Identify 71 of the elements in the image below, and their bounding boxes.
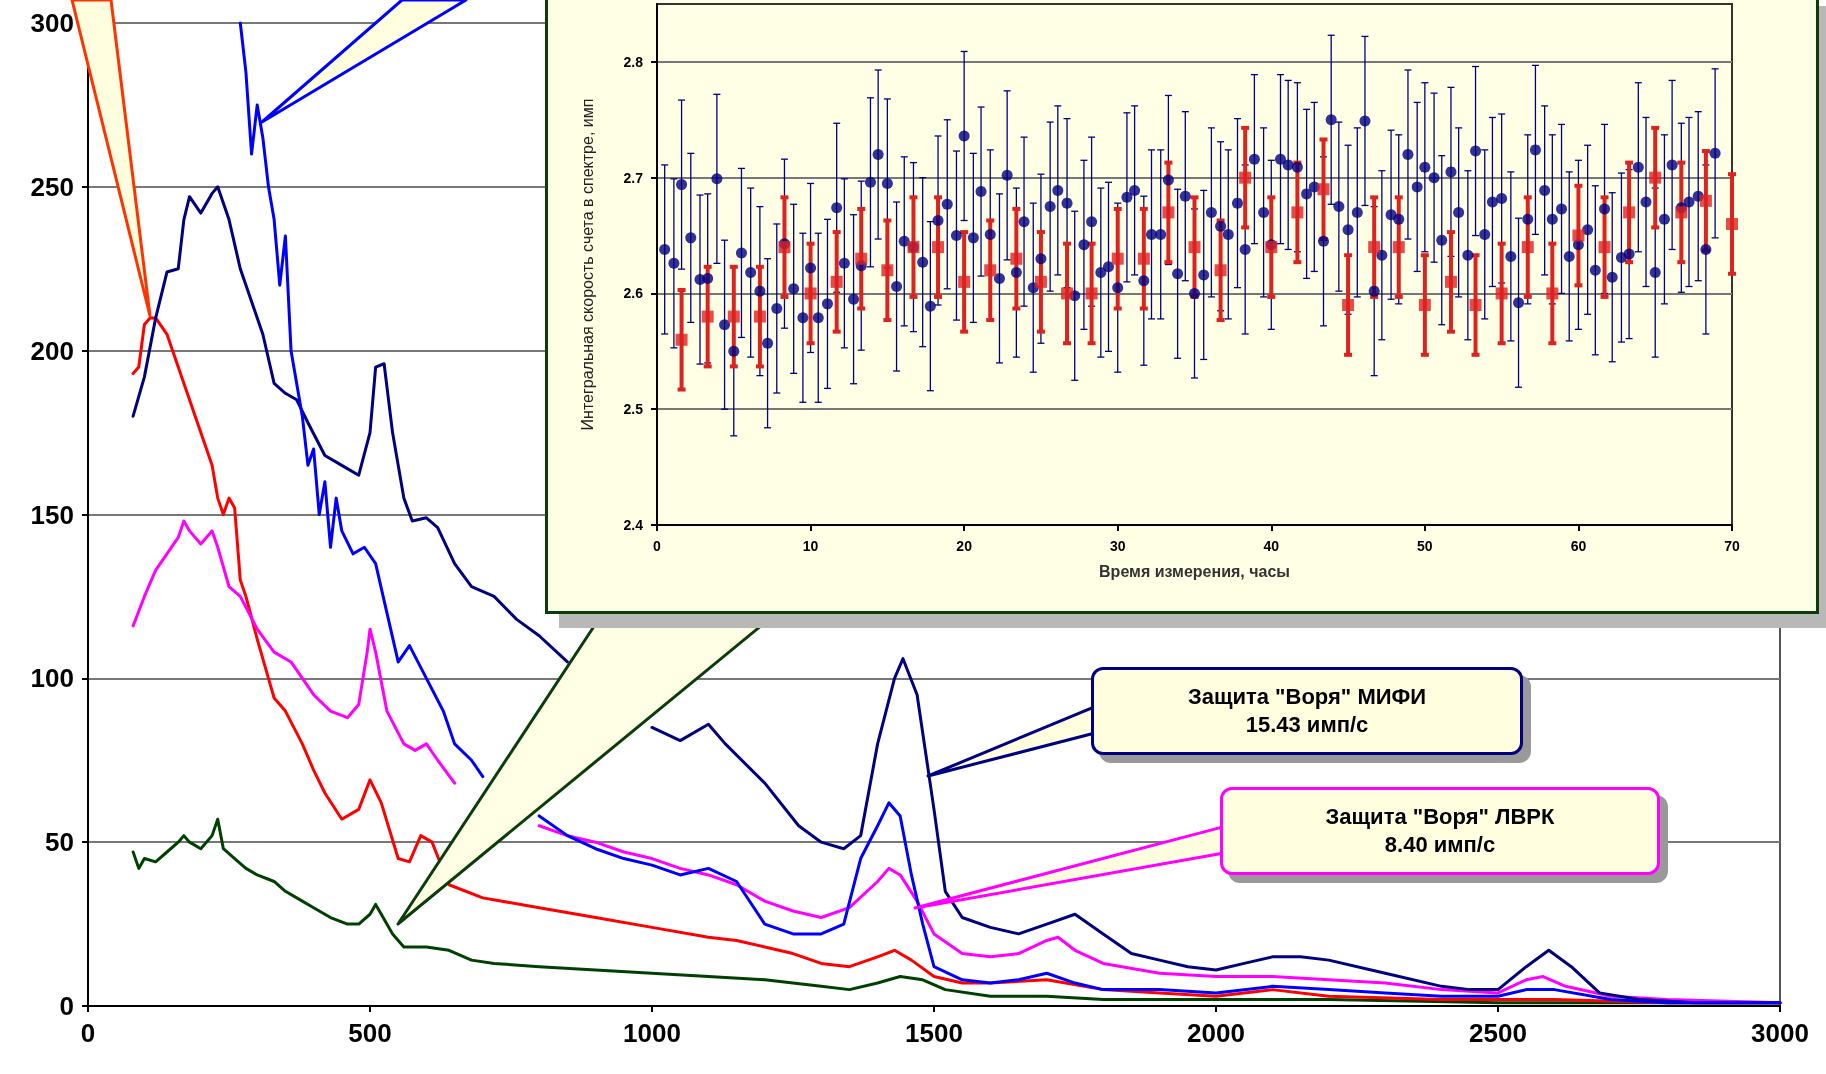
y-tick-label: 2.4 (623, 517, 644, 533)
point (1392, 241, 1405, 254)
point (1675, 206, 1688, 219)
point (984, 264, 997, 277)
x-tick-label: 2000 (1187, 1018, 1245, 1048)
point (1699, 194, 1712, 207)
point (1137, 252, 1150, 265)
x-tick-label: 0 (80, 1018, 96, 1048)
y-tick-label: 300 (30, 8, 74, 38)
x-tick-label: 500 (348, 1018, 392, 1048)
x-tick-label: 2500 (1469, 1018, 1527, 1048)
y-tick-label: 50 (45, 827, 74, 858)
point (1162, 206, 1175, 219)
point (1317, 183, 1330, 196)
point (1726, 217, 1738, 230)
y-tick-label: 2.5 (623, 401, 644, 418)
point (1572, 229, 1585, 242)
y-tick-label: 150 (30, 499, 74, 530)
x-tick-label: 1500 (905, 1018, 963, 1048)
x-tick-label: 40 (1263, 538, 1280, 554)
x-tick-label: 70 (1724, 538, 1740, 554)
point (727, 310, 740, 323)
y-tick-label: 250 (30, 171, 74, 202)
point (1649, 171, 1662, 184)
point (1291, 206, 1304, 219)
point (804, 287, 817, 300)
point (1214, 264, 1227, 277)
x-tick-label: 20 (956, 538, 973, 554)
point (778, 241, 791, 254)
point (675, 333, 688, 346)
point (958, 275, 971, 288)
point (1521, 241, 1534, 254)
point (701, 310, 714, 323)
y-tick-label: 2.8 (623, 53, 644, 70)
y-tick-label: 2.7 (623, 169, 644, 186)
x-tick-label: 3000 (1751, 1018, 1809, 1048)
point (1034, 275, 1047, 288)
point (1342, 299, 1355, 312)
point (1495, 287, 1508, 300)
point (1444, 275, 1457, 288)
point (1546, 287, 1559, 300)
y-tick-label: 0 (59, 991, 74, 1021)
point (1061, 287, 1074, 300)
point (932, 241, 945, 254)
point (1469, 299, 1482, 312)
x-tick-label: 0 (653, 538, 662, 554)
x-tick-label: 1000 (623, 1018, 681, 1048)
x-tick-label: 50 (1417, 538, 1433, 554)
annotation: Защита "Воря" МИФИ 15.43 имп/с (1186, 683, 1428, 739)
point (881, 264, 894, 277)
point (1239, 171, 1252, 184)
point (1598, 241, 1611, 254)
point (1368, 241, 1381, 254)
y-tick-label: 200 (30, 335, 74, 366)
y-tick-label: 2.6 (623, 285, 644, 302)
point (1188, 241, 1201, 254)
point (830, 275, 843, 288)
annotation: Защита "Воря" ЛВРК 8.40 имп/с (1324, 803, 1556, 859)
point (1623, 206, 1636, 219)
point (1111, 252, 1124, 265)
x-tick-label: 60 (1570, 538, 1587, 554)
point (1010, 252, 1023, 265)
point (753, 310, 766, 323)
point (1418, 299, 1431, 312)
y-tick-label: 100 (30, 663, 74, 694)
y-axis-title: Интегральная скорость счета в спектре, имп (578, 98, 596, 431)
x-tick-label: 10 (802, 538, 819, 554)
x-tick-label: 30 (1109, 538, 1126, 554)
x-axis-title: Время измерения, часы (1099, 562, 1290, 580)
point (1085, 287, 1098, 300)
point (855, 252, 868, 265)
